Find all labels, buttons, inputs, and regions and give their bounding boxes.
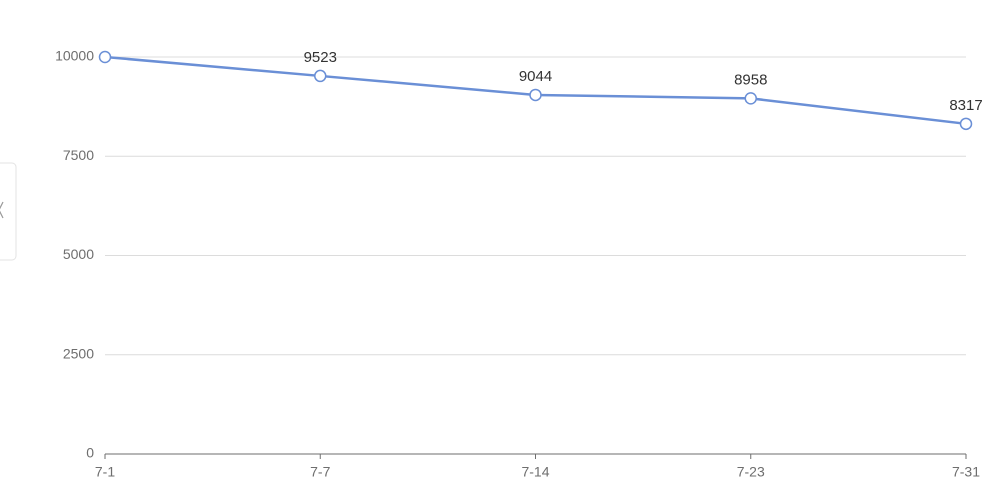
x-tick-label: 7-31 [952,464,980,480]
value-label: 8317 [949,97,982,114]
point [744,92,757,105]
value-label: 8958 [734,71,767,88]
x-tick-label: 7-7 [310,464,330,480]
side-handle[interactable] [0,162,17,261]
point [314,69,327,83]
y-tick-label: 5000 [63,246,94,262]
x-tick-label: 7-14 [521,464,549,480]
value-label: 9044 [519,68,552,85]
value-label: 9523 [304,49,337,66]
y-tick-label: 0 [86,445,94,461]
y-tick-label: 10000 [55,48,94,64]
point [529,88,542,102]
x-tick-label: 7-23 [737,464,765,480]
y-tick-label: 2500 [63,345,94,361]
y-tick-label: 7500 [63,147,94,163]
point [959,117,973,131]
x-tick-label: 7-1 [95,464,115,480]
side-handle-icon[interactable] [0,201,4,219]
side-handle-box[interactable] [0,162,17,261]
point [98,50,112,64]
